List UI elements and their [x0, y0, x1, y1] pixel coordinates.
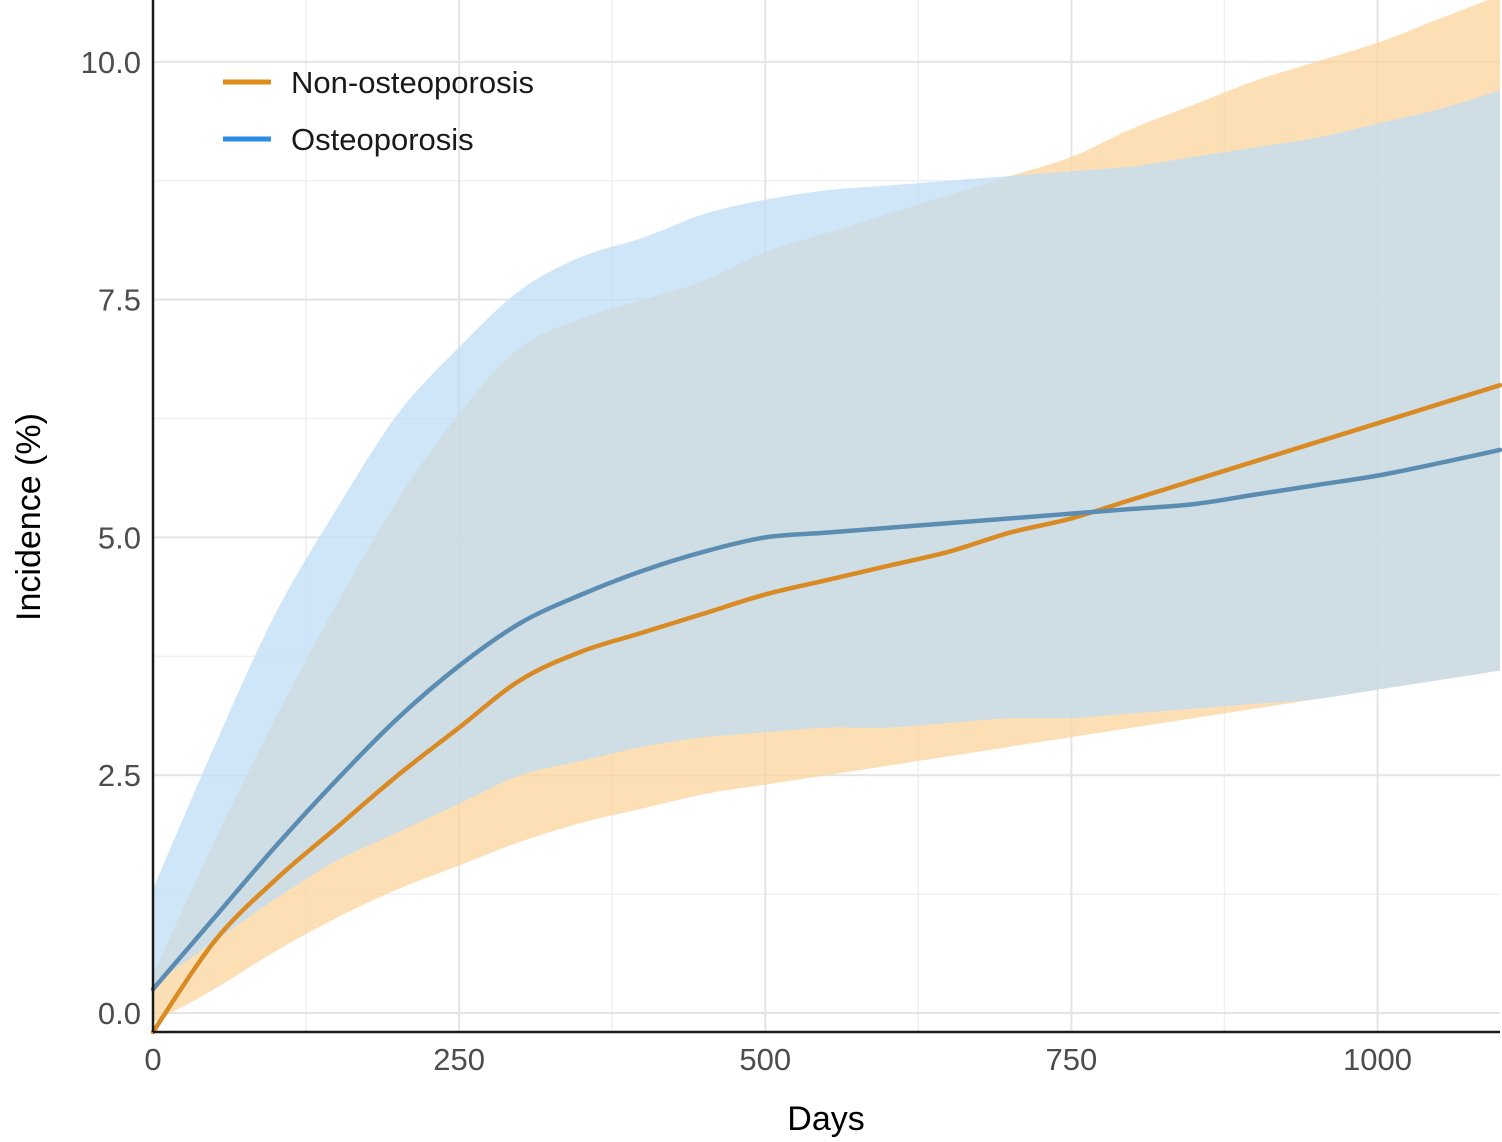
- x-tick-label: 0: [144, 1042, 161, 1077]
- legend: Non-osteoporosis Osteoporosis: [223, 65, 534, 157]
- line-osteoporosis: [150, 447, 1502, 992]
- x-tick-label: 750: [1046, 1042, 1098, 1077]
- x-tick-label: 500: [739, 1042, 791, 1077]
- x-axis-title: Days: [787, 1100, 864, 1138]
- x-tick-label: 250: [433, 1042, 485, 1077]
- y-tick-label: 7.5: [98, 283, 141, 318]
- axes: [151, 0, 1500, 1034]
- y-tick-label: 2.5: [98, 758, 141, 793]
- confidence-bands: [153, 0, 1500, 1023]
- line-non-osteoporosis: [150, 382, 1502, 1035]
- legend-label-non-osteoporosis: Non-osteoporosis: [291, 65, 534, 100]
- tick-labels: 0 250 500 750 1000 0.0 2.5 5.0 7.5 10.0: [81, 45, 1412, 1077]
- band-osteoporosis: [153, 90, 1500, 985]
- series-lines: [150, 382, 1502, 1035]
- y-tick-label: 10.0: [81, 45, 141, 80]
- y-tick-label: 0.0: [98, 996, 141, 1031]
- y-tick-label: 5.0: [98, 520, 141, 555]
- legend-label-osteoporosis: Osteoporosis: [291, 122, 474, 157]
- y-axis-title: Incidence (%): [10, 413, 48, 621]
- x-tick-label: 1000: [1343, 1042, 1412, 1077]
